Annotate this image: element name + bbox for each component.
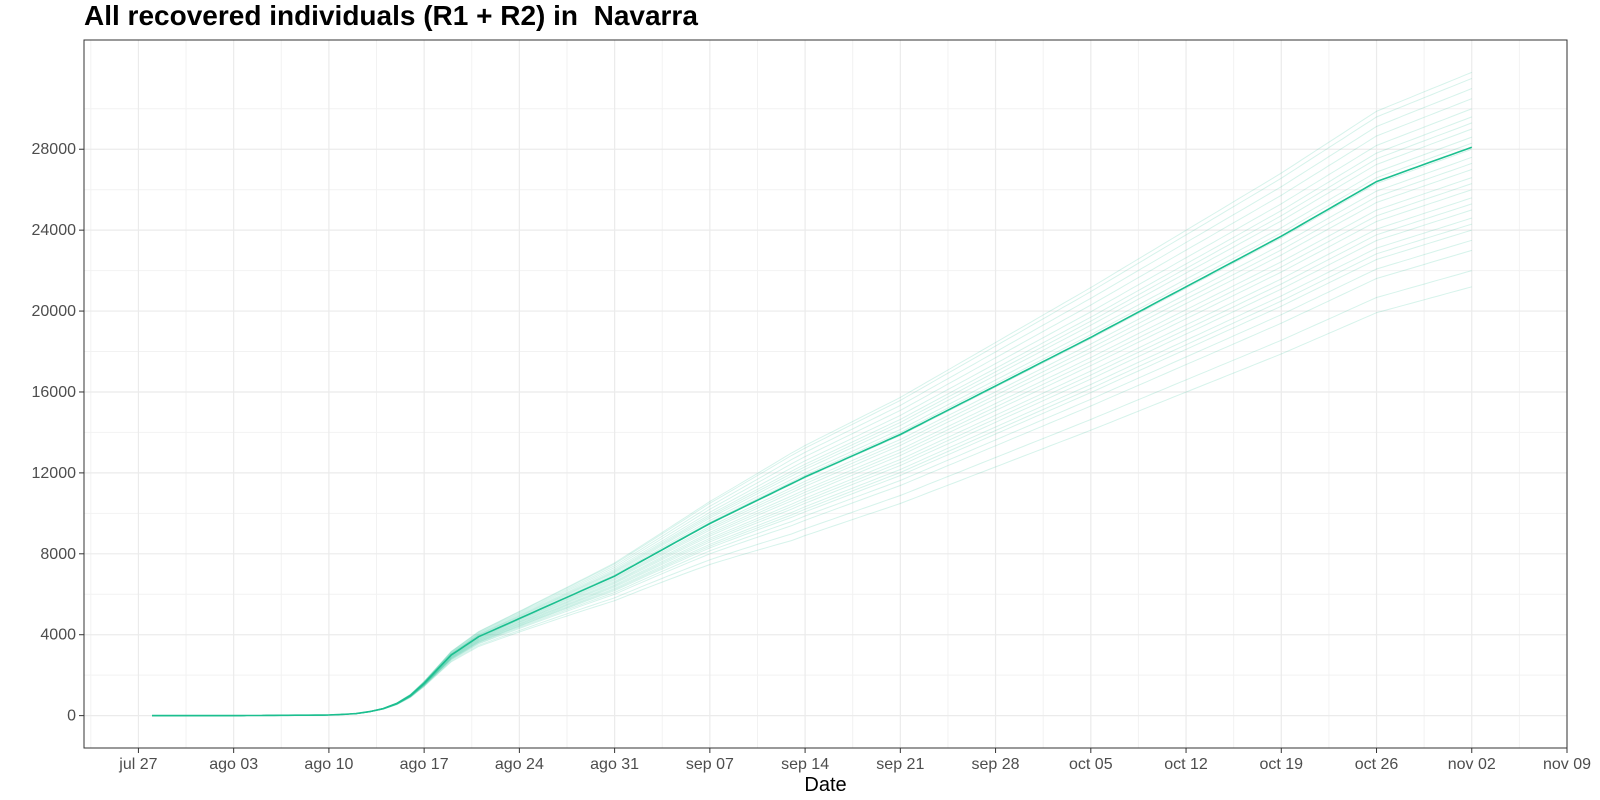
x-tick-label: ago 17 [400, 756, 449, 773]
plot-border [83, 39, 1568, 749]
y-tick-label: 24000 [32, 222, 77, 239]
x-axis: jul 27 ago 03 ago 10 ago 17 ago 24 ago 31 sep … [118, 748, 1591, 773]
y-tick-label: 0 [67, 708, 76, 725]
x-tick-label: sep 07 [686, 756, 734, 773]
x-tick-label: oct 26 [1355, 756, 1399, 773]
x-tick-label: oct 19 [1259, 756, 1303, 773]
median-series-line [152, 146, 1473, 717]
plot-background [84, 40, 1567, 748]
x-tick-label: ago 03 [209, 756, 258, 773]
x-tick-label: sep 28 [972, 756, 1020, 773]
x-tick-label: sep 21 [876, 756, 924, 773]
x-axis-title: Date [804, 774, 846, 796]
y-tick-label: 16000 [32, 384, 77, 401]
x-tick-label: sep 14 [781, 756, 829, 773]
y-tick-label: 8000 [40, 546, 76, 563]
x-tick-label: ago 24 [495, 756, 544, 773]
x-tick-label: ago 10 [304, 756, 353, 773]
chart-title: All recovered individuals (R1 + R2) in N… [84, 0, 698, 31]
x-tick-label: oct 12 [1164, 756, 1208, 773]
y-axis: 0 4000 8000 12000 16000 20000 24000 28000 [32, 141, 84, 725]
grid-lines [84, 40, 1568, 748]
x-tick-label: oct 05 [1069, 756, 1113, 773]
y-tick-label: 20000 [32, 303, 77, 320]
y-tick-label: 12000 [32, 465, 77, 482]
y-tick-label: 4000 [40, 627, 76, 644]
x-tick-label: nov 09 [1543, 756, 1591, 773]
x-tick-label: nov 02 [1448, 756, 1496, 773]
y-tick-label: 28000 [32, 141, 77, 158]
x-tick-label: jul 27 [118, 756, 157, 773]
x-tick-label: ago 31 [590, 756, 639, 773]
